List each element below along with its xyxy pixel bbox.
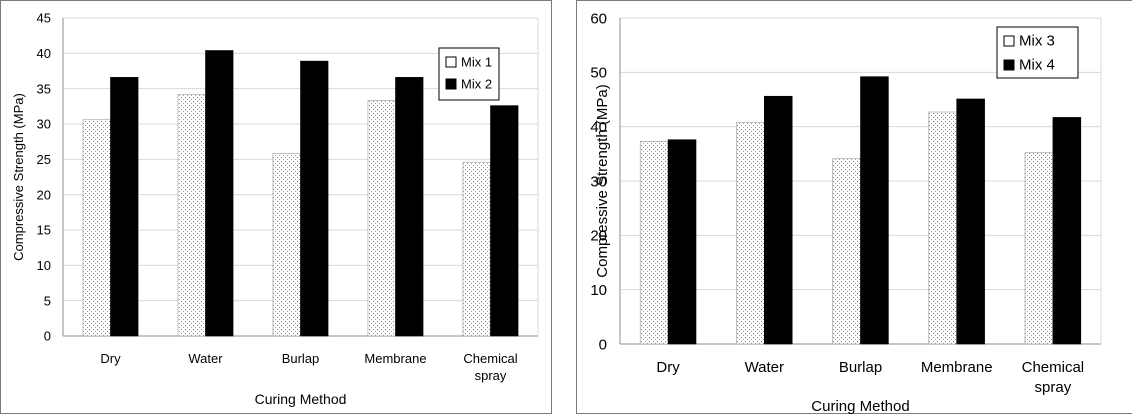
y-tick-label: 30 bbox=[590, 173, 607, 190]
y-tick-label: 10 bbox=[37, 258, 51, 273]
bar-mix-2 bbox=[205, 50, 234, 337]
y-tick-label: 40 bbox=[37, 46, 51, 61]
chart-panel-right: 0 10 20 30 40 50 60 Dry Water Burlap Membrane Chemi… bbox=[576, 0, 1132, 415]
y-tick-label: 40 bbox=[590, 119, 607, 136]
x-tick-label: Dry bbox=[100, 351, 121, 366]
y-tick-label: 20 bbox=[37, 187, 51, 202]
legend-label: Mix 4 bbox=[1019, 57, 1055, 74]
y-tick-label: 25 bbox=[37, 152, 51, 167]
bar-mix-1 bbox=[82, 119, 111, 337]
y-tick-label: 60 bbox=[590, 10, 607, 27]
legend-swatch bbox=[445, 56, 457, 68]
y-tick-label: 0 bbox=[44, 329, 51, 344]
bar-chart-right: 0 10 20 30 40 50 60 Dry Water Burlap Membrane Chemi… bbox=[590, 10, 1102, 415]
y-tick-label: 35 bbox=[37, 81, 51, 96]
bar-mix-4 bbox=[1052, 117, 1082, 345]
x-tick-label: Water bbox=[188, 351, 223, 366]
bar-mix-2 bbox=[300, 60, 329, 337]
bar-mix-4 bbox=[764, 95, 793, 345]
x-tick-label: Chemical bbox=[463, 351, 517, 366]
y-tick-label: 20 bbox=[590, 228, 607, 245]
bar-mix-1 bbox=[462, 161, 491, 337]
bar-mix-4 bbox=[956, 98, 985, 345]
bar-mix-3 bbox=[832, 158, 861, 345]
bar-mix-3 bbox=[736, 122, 765, 345]
y-axis-title: Compressive Strength (MPa) bbox=[594, 84, 611, 277]
bar-chart-left: 0 5 10 15 20 25 30 35 40 45 Dry Water Burlap Membrane… bbox=[11, 11, 539, 407]
x-tick-label: Burlap bbox=[282, 351, 320, 366]
x-tick-label: Dry bbox=[656, 359, 680, 376]
y-tick-label: 10 bbox=[590, 282, 607, 299]
x-axis-title: Curing Method bbox=[811, 398, 909, 415]
bar-mix-3 bbox=[928, 111, 958, 345]
y-tick-label: 0 bbox=[599, 336, 607, 353]
x-axis-title: Curing Method bbox=[255, 391, 347, 407]
legend-swatch bbox=[445, 78, 457, 90]
bar-mix-2 bbox=[110, 77, 139, 337]
y-tick-label: 5 bbox=[44, 293, 51, 308]
y-tick-label: 30 bbox=[37, 117, 51, 132]
bar-mix-1 bbox=[177, 94, 206, 337]
x-tick-label: spray bbox=[475, 368, 507, 383]
x-tick-label: Burlap bbox=[839, 359, 882, 376]
x-tick-label: spray bbox=[1035, 379, 1072, 396]
bar-mix-3 bbox=[639, 141, 669, 345]
x-tick-label: Membrane bbox=[921, 359, 993, 376]
bar-mix-1 bbox=[272, 153, 301, 337]
legend-label: Mix 3 bbox=[1019, 33, 1055, 50]
y-axis-title: Compressive Strength (MPa) bbox=[11, 93, 26, 261]
x-tick-label: Membrane bbox=[364, 351, 426, 366]
bar-mix-2 bbox=[490, 105, 519, 337]
x-tick-label: Water bbox=[745, 359, 784, 376]
y-tick-label: 45 bbox=[37, 11, 51, 26]
bar-mix-4 bbox=[860, 76, 889, 345]
bar-mix-1 bbox=[367, 100, 396, 337]
x-tick-label: Chemical bbox=[1022, 359, 1085, 376]
bar-mix-2 bbox=[395, 77, 424, 337]
y-tick-label: 15 bbox=[37, 223, 51, 238]
chart-panel-left: 0 5 10 15 20 25 30 35 40 45 Dry Water Burlap Membrane… bbox=[0, 0, 552, 414]
bar-mix-4 bbox=[667, 139, 697, 345]
y-tick-label: 50 bbox=[590, 65, 607, 82]
legend-swatch bbox=[1003, 35, 1015, 47]
legend-label: Mix 1 bbox=[461, 55, 492, 70]
legend-swatch bbox=[1003, 59, 1015, 71]
legend-label: Mix 2 bbox=[461, 77, 492, 92]
bar-mix-3 bbox=[1024, 152, 1054, 345]
